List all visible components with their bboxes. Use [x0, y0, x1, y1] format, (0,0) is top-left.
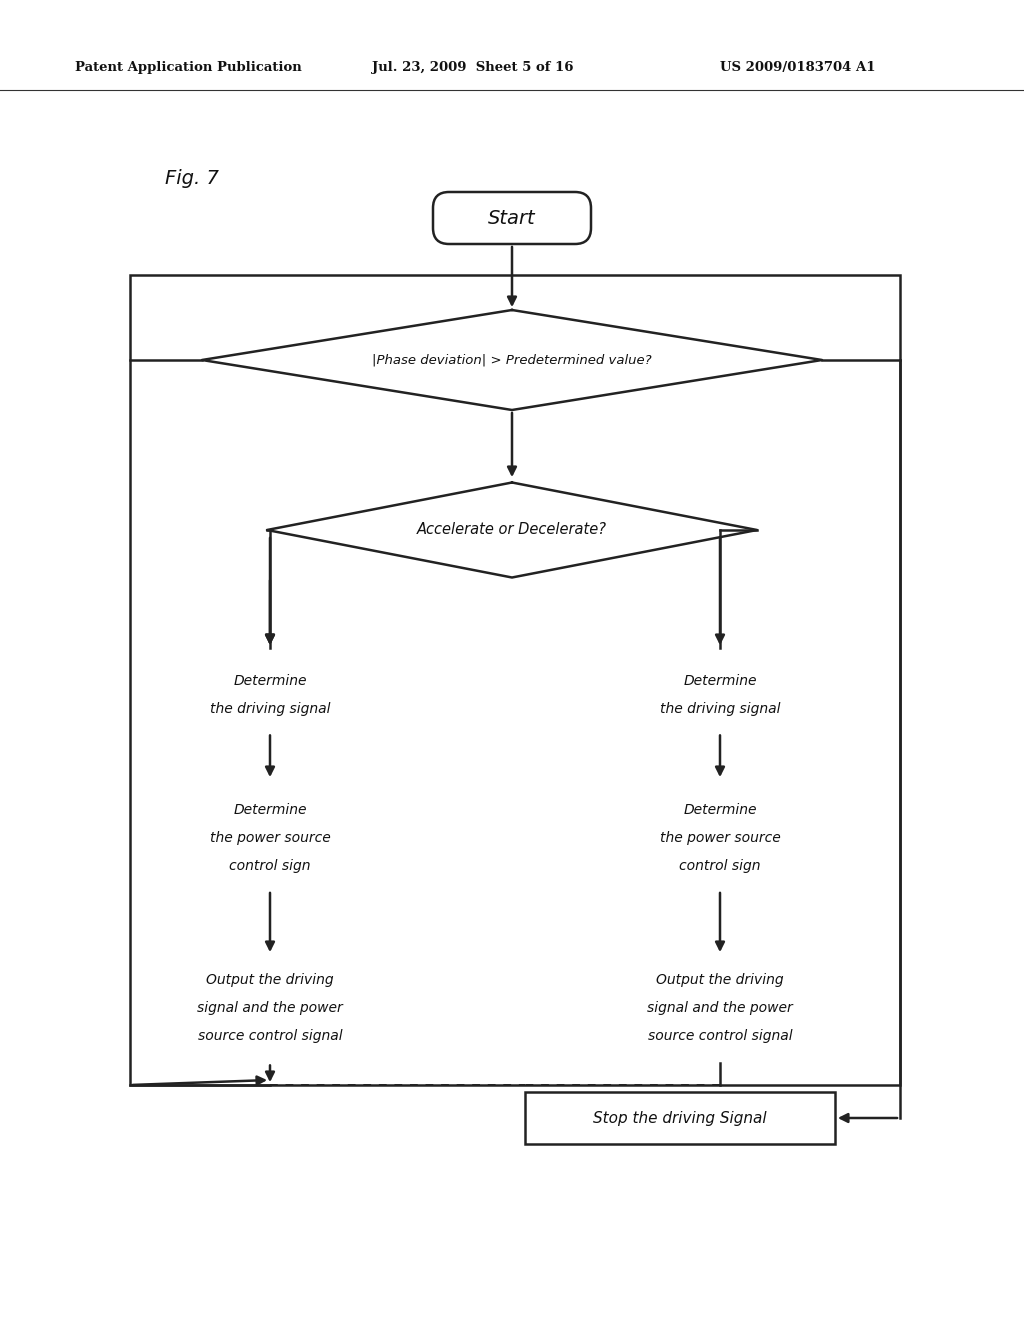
Text: source control signal: source control signal — [648, 1030, 793, 1043]
Text: control sign: control sign — [229, 859, 310, 873]
Bar — [158, 957, 383, 1063]
Text: signal and the power: signal and the power — [647, 1001, 793, 1015]
FancyBboxPatch shape — [433, 191, 591, 244]
Bar — [158, 789, 383, 890]
Bar — [158, 657, 383, 733]
Text: Determine: Determine — [233, 675, 307, 688]
Text: Fig. 7: Fig. 7 — [165, 169, 219, 187]
Text: US 2009/0183704 A1: US 2009/0183704 A1 — [720, 62, 876, 74]
Text: Accelerate or Decelerate?: Accelerate or Decelerate? — [417, 523, 607, 537]
Bar — [607, 657, 833, 733]
Text: the driving signal: the driving signal — [210, 702, 331, 715]
Text: Output the driving: Output the driving — [206, 973, 334, 987]
Text: Determine: Determine — [683, 803, 757, 817]
Text: Jul. 23, 2009  Sheet 5 of 16: Jul. 23, 2009 Sheet 5 of 16 — [372, 62, 573, 74]
Text: Stop the driving Signal: Stop the driving Signal — [593, 1110, 767, 1126]
Text: Output the driving: Output the driving — [656, 973, 783, 987]
Bar — [607, 957, 833, 1063]
Text: control sign: control sign — [679, 859, 761, 873]
Text: |Phase deviation| > Predetermined value?: |Phase deviation| > Predetermined value? — [372, 354, 652, 367]
Text: Start: Start — [488, 209, 536, 227]
Text: Determine: Determine — [233, 803, 307, 817]
Text: Determine: Determine — [683, 675, 757, 688]
Bar — [607, 789, 833, 890]
Text: Patent Application Publication: Patent Application Publication — [75, 62, 302, 74]
Text: signal and the power: signal and the power — [198, 1001, 343, 1015]
Bar — [130, 275, 900, 1085]
Text: the power source: the power source — [210, 832, 331, 845]
Text: the driving signal: the driving signal — [659, 702, 780, 715]
Text: source control signal: source control signal — [198, 1030, 342, 1043]
Text: the power source: the power source — [659, 832, 780, 845]
Bar — [525, 1092, 835, 1144]
